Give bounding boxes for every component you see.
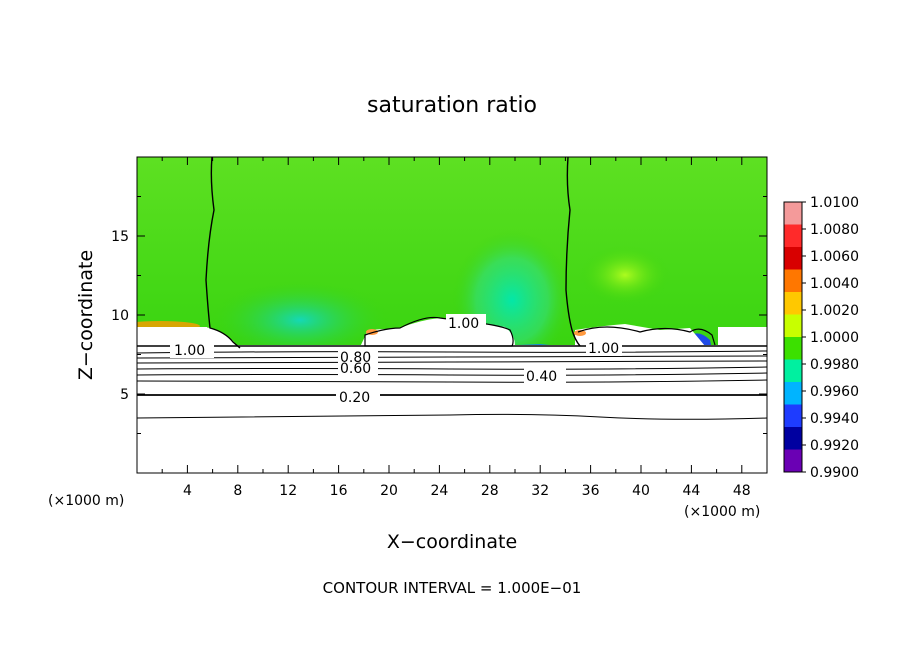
x-tick-label: 44 bbox=[682, 483, 700, 499]
y-axis: 5 10 15 bbox=[111, 196, 767, 434]
colorbar-label: 0.9900 bbox=[810, 465, 859, 481]
contour-level-5 bbox=[137, 366, 767, 370]
colorbar-label: 1.0080 bbox=[810, 222, 859, 238]
colorbar-label: 0.9940 bbox=[810, 411, 859, 427]
contour-level-7 bbox=[137, 355, 767, 359]
x-tick-label: 8 bbox=[233, 483, 242, 499]
x-tick-label: 48 bbox=[733, 483, 751, 499]
colorbar-label: 1.0060 bbox=[810, 249, 859, 265]
colorbar: 1.0100 1.0080 1.0060 1.0040 1.0020 1.0000 0.99… bbox=[783, 195, 859, 481]
colorbar-label: 1.0040 bbox=[810, 276, 859, 292]
contour-label-bg bbox=[338, 350, 378, 376]
colorbar-label: 1.0020 bbox=[810, 303, 859, 319]
field-lower-white bbox=[137, 345, 767, 473]
y-tick-label: 15 bbox=[111, 229, 129, 245]
x-tick-label: 16 bbox=[330, 483, 348, 499]
x-tick-label: 40 bbox=[632, 483, 650, 499]
colorbar-label: 0.9960 bbox=[810, 384, 859, 400]
colorbar-swatch bbox=[784, 382, 802, 405]
contour-label: 1.00 bbox=[448, 316, 479, 332]
field-blob-cyan-left bbox=[210, 280, 390, 360]
cloud-orange-rim-right bbox=[574, 330, 586, 336]
colorbar-label: 0.9980 bbox=[810, 357, 859, 373]
contour-label: 0.20 bbox=[339, 390, 370, 406]
cloud-band-right bbox=[718, 327, 767, 345]
colorbar-swatch bbox=[784, 314, 802, 338]
contour-label-bg bbox=[524, 367, 566, 383]
colorbar-swatch bbox=[784, 337, 802, 360]
contour-0-80 bbox=[137, 350, 767, 354]
field-blob-yellow-right bbox=[580, 245, 670, 305]
y-tick-label: 5 bbox=[120, 387, 129, 403]
contour-level-1 bbox=[137, 413, 767, 420]
contour-level-3 bbox=[137, 379, 767, 383]
x-tick-label: 28 bbox=[481, 483, 499, 499]
colorbar-swatch bbox=[784, 269, 802, 293]
colorbar-swatch bbox=[784, 292, 802, 315]
colorbar-swatch bbox=[784, 202, 802, 225]
contour-label: 1.00 bbox=[174, 343, 205, 359]
y-axis-label: Z−coordinate bbox=[75, 250, 97, 380]
colorbar-label: 1.0100 bbox=[810, 195, 859, 211]
contour-cloud-right bbox=[577, 326, 716, 346]
cloud-band-left bbox=[137, 327, 207, 345]
chart-title: saturation ratio bbox=[367, 93, 537, 118]
y-tick-label: 10 bbox=[111, 308, 129, 324]
contour-label: 0.80 bbox=[340, 350, 371, 366]
contour-labels: 1.00 1.00 1.00 0.80 0.60 0.40 0.20 bbox=[170, 314, 622, 406]
contour-label: 1.00 bbox=[588, 341, 619, 357]
contour-label: 0.40 bbox=[526, 369, 557, 385]
contour-lines bbox=[137, 157, 767, 420]
contour-0-60 bbox=[137, 360, 767, 364]
x-axis-label: X−coordinate bbox=[387, 531, 517, 553]
contour-label-bg bbox=[586, 340, 622, 356]
heatmap-field bbox=[137, 157, 767, 473]
x-tick-label: 32 bbox=[531, 483, 549, 499]
colorbar-swatch bbox=[784, 427, 802, 450]
contour-vertical-left bbox=[205, 157, 241, 349]
contour-label-bg bbox=[336, 388, 380, 404]
contour-vertical-right bbox=[565, 157, 581, 347]
colorbar-label: 1.0000 bbox=[810, 330, 859, 346]
contour-0-40 bbox=[137, 372, 767, 376]
colorbar-label: 0.9920 bbox=[810, 438, 859, 454]
x-tick-label: 36 bbox=[582, 483, 600, 499]
contour-label-bg bbox=[170, 342, 214, 358]
colorbar-swatch bbox=[784, 359, 802, 383]
contour-interval-note: CONTOUR INTERVAL = 1.000E−01 bbox=[323, 579, 582, 597]
contour-label-bg bbox=[446, 314, 486, 330]
colorbar-swatch bbox=[784, 247, 802, 270]
x-axis: 4 8 12 16 20 24 28 32 36 40 44 48 bbox=[161, 157, 751, 499]
colorbar-swatch bbox=[784, 404, 802, 428]
x-tick-label: 20 bbox=[380, 483, 398, 499]
x-tick-label: 4 bbox=[183, 483, 192, 499]
contour-label: 0.60 bbox=[340, 361, 371, 377]
colorbar-swatch bbox=[784, 449, 802, 473]
x-unit-right: (×1000 m) bbox=[684, 504, 760, 520]
x-tick-label: 24 bbox=[430, 483, 448, 499]
colorbar-swatch bbox=[784, 224, 802, 248]
x-tick-label: 12 bbox=[279, 483, 297, 499]
x-unit-left: (×1000 m) bbox=[48, 493, 124, 509]
